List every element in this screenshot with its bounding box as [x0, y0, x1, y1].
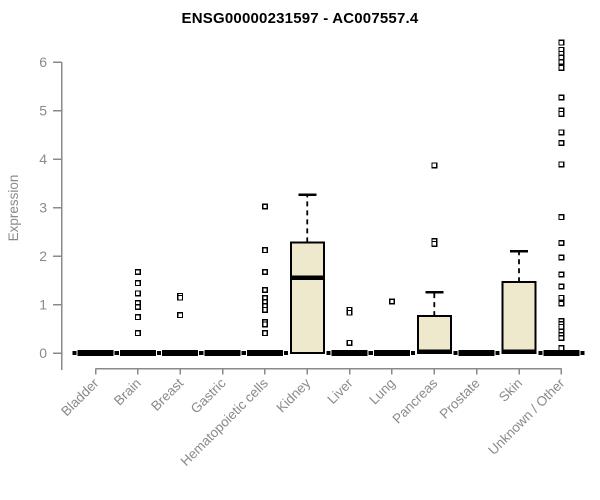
x-tick-label: Kidney — [274, 375, 314, 415]
collapsed-box-cap — [580, 351, 585, 355]
outlier-point — [346, 339, 353, 346]
outlier-point — [558, 94, 565, 101]
outlier-point — [558, 239, 565, 246]
collapsed-box-cap — [114, 351, 119, 355]
collapsed-box — [246, 350, 283, 356]
y-tick-label: 4 — [39, 151, 47, 167]
x-tick-label: Pancreas — [389, 375, 440, 426]
outlier-point — [177, 312, 184, 319]
outlier-point — [431, 162, 438, 169]
collapsed-box-cap — [72, 351, 77, 355]
collapsed-box — [204, 350, 241, 356]
outlier-point — [558, 161, 565, 168]
y-tick-label: 0 — [39, 345, 47, 361]
x-tick-label: Brain — [111, 376, 144, 409]
collapsed-box — [331, 350, 368, 356]
outlier-point — [558, 323, 565, 330]
y-tick-label: 5 — [39, 103, 47, 119]
collapsed-box-cap — [410, 351, 415, 355]
outlier-point — [558, 140, 565, 146]
outlier-point — [558, 129, 565, 136]
box-body — [501, 281, 537, 354]
collapsed-box-cap — [241, 351, 246, 355]
outlier-point — [261, 306, 268, 313]
outlier-point — [558, 300, 565, 307]
outlier-point — [388, 298, 395, 305]
x-tick-label: Breast — [148, 375, 186, 413]
collapsed-box-cap — [453, 351, 458, 355]
outlier-point — [261, 321, 268, 328]
collapsed-box — [373, 350, 410, 356]
outlier-point — [134, 314, 141, 321]
y-tick-label: 2 — [39, 248, 47, 264]
outlier-point — [134, 280, 141, 287]
collapsed-box — [458, 350, 495, 356]
collapsed-box-cap — [495, 351, 500, 355]
x-tick-label: Skin — [496, 376, 525, 405]
collapsed-box-cap — [538, 351, 543, 355]
collapsed-box — [77, 350, 114, 356]
outlier-point — [134, 290, 141, 297]
collapsed-box-cap — [368, 351, 373, 355]
outlier-point — [558, 294, 565, 301]
outlier-point — [558, 64, 565, 71]
outlier-point — [134, 303, 141, 310]
outlier-point — [134, 269, 141, 275]
x-tick-label: Bladder — [58, 375, 102, 419]
outlier-point — [346, 309, 353, 316]
collapsed-box — [119, 350, 156, 356]
outlier-point — [134, 330, 141, 337]
chart-title: ENSG00000231597 - AC007557.4 — [181, 10, 419, 27]
collapsed-box-cap — [157, 351, 162, 355]
outlier-point — [177, 294, 184, 301]
collapsed-box-cap — [199, 351, 204, 355]
outlier-point — [558, 110, 565, 117]
box-body — [416, 315, 452, 355]
outlier-point — [558, 345, 565, 352]
outlier-point — [558, 283, 565, 290]
outlier-point — [558, 271, 565, 278]
x-tick-label: Lung — [366, 376, 398, 408]
outlier-point — [431, 240, 438, 247]
x-tick-label: Prostate — [437, 376, 483, 422]
outlier-point — [261, 330, 268, 337]
collapsed-box — [162, 350, 199, 356]
outlier-point — [558, 254, 565, 261]
box-body — [289, 241, 325, 354]
collapsed-box-cap — [283, 351, 288, 355]
y-tick-label: 1 — [39, 297, 47, 313]
outlier-point — [558, 39, 565, 46]
outlier-point — [261, 203, 268, 210]
x-tick-label: Unknown / Other — [485, 375, 568, 458]
collapsed-box — [543, 350, 580, 356]
x-tick-label: Gastric — [188, 375, 229, 416]
x-tick-label: Liver — [324, 375, 356, 407]
outlier-point — [558, 59, 565, 65]
outlier-point — [261, 286, 268, 293]
y-tick-label: 3 — [39, 200, 47, 216]
outlier-point — [558, 335, 565, 341]
y-tick-label: 6 — [39, 54, 47, 70]
collapsed-box-cap — [326, 351, 331, 355]
outlier-point — [558, 214, 565, 221]
outlier-point — [261, 269, 268, 275]
outlier-point — [261, 247, 268, 254]
